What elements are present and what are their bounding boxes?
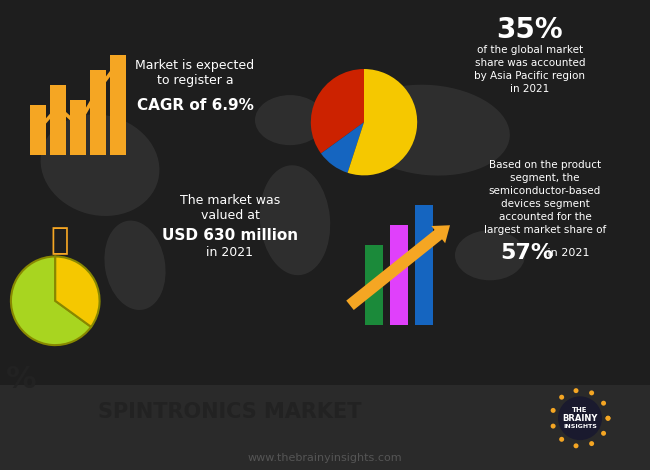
Text: CAGR of 6.9%: CAGR of 6.9% [136,98,254,113]
Bar [50,85,66,155]
Wedge shape [11,257,91,345]
Text: of the global market: of the global market [477,45,583,55]
Ellipse shape [40,114,159,216]
Text: www.thebrainyinsights.com: www.thebrainyinsights.com [248,453,402,463]
Wedge shape [311,69,364,154]
Text: 35%: 35% [497,16,564,44]
Text: SPINTRONICS MARKET: SPINTRONICS MARKET [98,402,362,422]
Text: %: % [6,365,36,394]
Bar [90,70,106,155]
Text: Market is expected: Market is expected [135,59,255,71]
Text: valued at: valued at [201,209,259,222]
Circle shape [573,443,578,448]
Wedge shape [321,122,364,173]
Text: by Asia Pacific region: by Asia Pacific region [474,71,586,81]
Circle shape [559,437,564,442]
Text: USD 630 million: USD 630 million [162,228,298,243]
Circle shape [551,408,556,413]
Circle shape [606,416,610,421]
Bar [415,205,433,325]
Ellipse shape [255,95,325,145]
Wedge shape [348,69,417,175]
Text: THE: THE [572,407,588,413]
Circle shape [606,416,610,421]
Text: semiconductor-based: semiconductor-based [489,186,601,196]
Text: INSIGHTS: INSIGHTS [563,424,597,429]
Text: to register a: to register a [157,74,233,86]
Bar [30,105,46,155]
FancyArrow shape [346,225,450,310]
Ellipse shape [260,165,330,275]
Text: Based on the product: Based on the product [489,160,601,170]
Circle shape [573,388,578,393]
Text: 🛒: 🛒 [51,226,69,255]
Ellipse shape [105,220,166,310]
Text: accounted for the: accounted for the [499,212,592,222]
Circle shape [589,391,594,395]
Circle shape [551,423,556,429]
Text: share was accounted: share was accounted [474,58,585,68]
Wedge shape [55,257,99,327]
Text: in 2021: in 2021 [510,84,550,94]
Circle shape [589,441,594,446]
Ellipse shape [455,230,525,280]
Circle shape [558,396,602,440]
Text: BRAINY: BRAINY [562,414,598,423]
Text: largest market share of: largest market share of [484,225,606,235]
Circle shape [601,401,606,406]
Circle shape [601,431,606,436]
Ellipse shape [350,85,510,176]
FancyBboxPatch shape [0,0,650,385]
Bar [365,245,383,325]
Text: The market was: The market was [180,194,280,207]
Bar [110,55,126,155]
Text: in 2021: in 2021 [207,246,254,259]
Bar [70,100,86,155]
Text: segment, the: segment, the [510,173,580,183]
Bar [390,225,408,325]
Text: in 2021: in 2021 [544,248,590,258]
Circle shape [559,395,564,400]
Text: 57%: 57% [500,243,554,263]
Text: devices segment: devices segment [500,199,590,209]
